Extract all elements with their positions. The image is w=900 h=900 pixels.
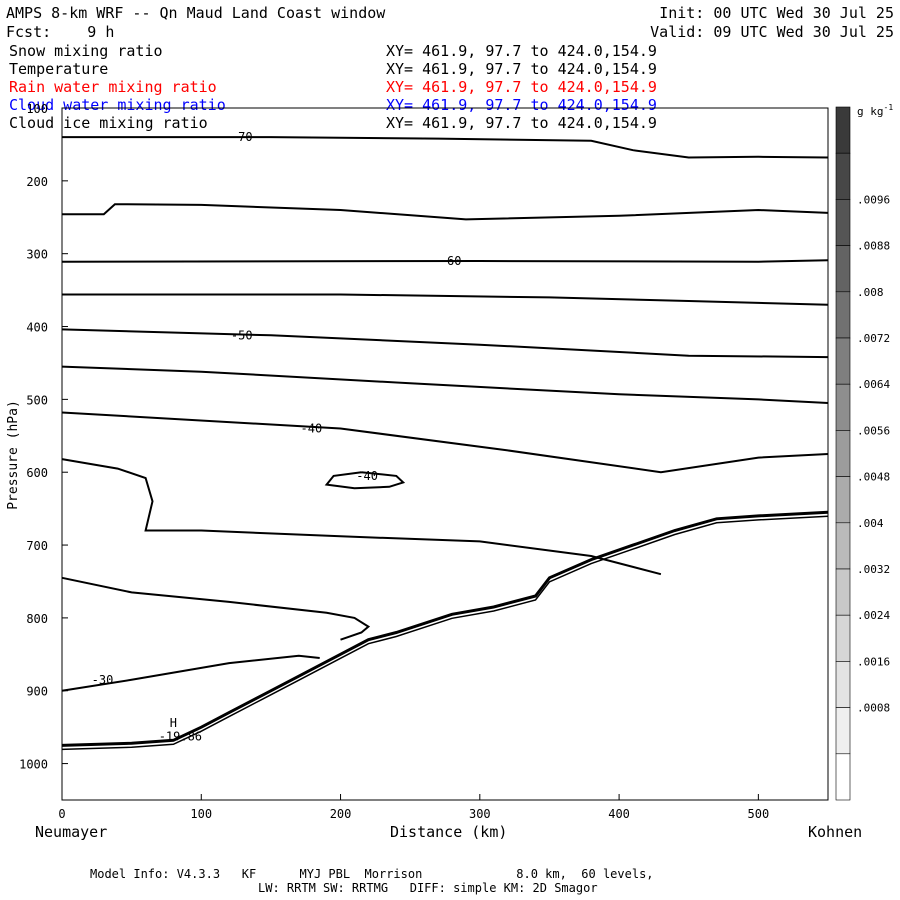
colorbar-tick-label: .008 — [857, 286, 884, 299]
colorbar-swatch — [835, 430, 851, 477]
colorbar-swatch — [835, 753, 851, 801]
isotherm-line — [61, 259, 829, 263]
colorbar-tick-label: .0048 — [857, 471, 890, 484]
colorbar-swatch — [835, 106, 851, 154]
x-tick-label: 400 — [608, 807, 630, 821]
isotherm-line — [61, 576, 371, 641]
colorbar-swatch — [835, 522, 851, 570]
y-tick-label: 900 — [26, 685, 48, 699]
y-tick-label: 700 — [26, 539, 48, 553]
colorbar-tick-label: .0032 — [857, 563, 890, 576]
extremum-annotation: H — [170, 716, 177, 730]
isotherm-line — [62, 136, 829, 159]
field-name: Cloud ice mixing ratio — [9, 114, 208, 132]
colorbar-swatch — [835, 476, 851, 524]
colorbar-swatch — [835, 568, 851, 616]
y-tick-label: 300 — [26, 248, 48, 262]
forecast-hour: Fcst: 9 h — [6, 23, 115, 41]
colorbar-unit: g kg-1 — [857, 103, 893, 118]
colorbar-tick-label: .0024 — [857, 609, 890, 622]
extremum-annotation: -19.86 — [159, 729, 202, 743]
x-tick-label: 200 — [330, 807, 352, 821]
isotherm-label: -30 — [92, 673, 114, 687]
isotherm-label: -60 — [440, 254, 462, 268]
colorbar-swatch — [835, 383, 851, 431]
colorbar-tick-label: .0056 — [857, 424, 890, 437]
y-tick-label: 1000 — [19, 758, 48, 772]
isotherm-line — [61, 328, 829, 359]
chart-title: AMPS 8-km WRF -- Qn Maud Land Coast wind… — [6, 4, 386, 22]
field-xy: XY= 461.9, 97.7 to 424.0,154.9 — [386, 78, 657, 96]
field-xy: XY= 461.9, 97.7 to 424.0,154.9 — [386, 96, 657, 114]
field-name: Snow mixing ratio — [9, 42, 163, 60]
x-tick-label: 0 — [58, 807, 65, 821]
isotherm-line — [61, 654, 320, 692]
colorbar-swatch — [835, 291, 851, 339]
colorbar-swatch — [835, 199, 851, 246]
init-time: Init: 00 UTC Wed 30 Jul 25 — [659, 4, 894, 22]
isotherm-label: -40 — [301, 422, 323, 436]
colorbar-tick-label: .0016 — [857, 655, 890, 668]
terrain-line-lower — [61, 515, 829, 751]
x-tick-label: 300 — [469, 807, 491, 821]
y-tick-label: 600 — [26, 466, 48, 480]
x-left-station: Neumayer — [35, 823, 108, 841]
colorbar-tick-label: .0008 — [857, 702, 890, 715]
colorbar-swatch — [835, 152, 851, 200]
terrain-line — [61, 510, 829, 747]
isotherm-line — [62, 293, 829, 306]
isotherm-line — [61, 411, 829, 474]
colorbar-swatch — [835, 707, 851, 755]
model-info: Model Info: V4.3.3 KF MYJ PBL Morrison 8… — [90, 867, 654, 881]
terrain-surface — [61, 510, 829, 751]
isotherm-label: -50 — [231, 328, 253, 342]
x-right-station: Kohnen — [808, 823, 863, 841]
x-axis-label: Distance (km) — [390, 823, 508, 841]
model-physics: LW: RRTM SW: RRTMG DIFF: simple KM: 2D S… — [258, 881, 598, 895]
valid-time: Valid: 09 UTC Wed 30 Jul 25 — [650, 23, 894, 41]
y-tick-label: 500 — [26, 393, 48, 407]
field-xy: XY= 461.9, 97.7 to 424.0,154.9 — [386, 60, 657, 78]
isotherm-label: -40 — [356, 469, 378, 483]
field-name: Cloud water mixing ratio — [9, 96, 226, 114]
colorbar: .0096 .0088 .008 .0072 .0064 .0056 .0048 .004 .0… — [835, 103, 893, 801]
temperature-contours — [61, 136, 829, 692]
colorbar-swatch — [835, 245, 851, 293]
isotherm-line — [61, 365, 829, 404]
isotherm-line — [61, 458, 662, 576]
colorbar-tick-label: .0072 — [857, 332, 890, 345]
y-axis-label: Pressure (hPa) — [6, 400, 21, 510]
x-tick-label: 500 — [748, 807, 770, 821]
x-tick-label: 100 — [190, 807, 212, 821]
plot-frame — [61, 107, 829, 801]
isotherm-line — [324, 471, 406, 490]
y-tick-label: 200 — [26, 175, 48, 189]
colorbar-swatch — [835, 337, 851, 385]
field-xy: XY= 461.9, 97.7 to 424.0,154.9 — [386, 114, 657, 132]
field-name: Rain water mixing ratio — [9, 78, 217, 96]
y-axis-ticks: 100 200 300 400 500 600 700 800 900 1000 — [19, 102, 68, 772]
contour-labels: -70 -60 -50 -40 -40 -30 H-19.86 — [92, 130, 462, 743]
field-name: Temperature — [9, 60, 109, 78]
colorbar-tick-label: .0064 — [857, 378, 890, 391]
colorbar-swatch — [835, 614, 851, 662]
y-tick-label: 100 — [26, 102, 48, 116]
colorbar-tick-label: .004 — [857, 517, 884, 530]
x-axis-ticks: 0 100 200 300 400 500 — [58, 794, 769, 821]
y-tick-label: 400 — [26, 321, 48, 335]
isotherm-label: -70 — [231, 130, 253, 144]
colorbar-swatch — [835, 661, 851, 708]
field-xy: XY= 461.9, 97.7 to 424.0,154.9 — [386, 42, 657, 60]
colorbar-tick-label: .0088 — [857, 240, 890, 253]
isotherm-line — [62, 203, 829, 221]
y-tick-label: 800 — [26, 612, 48, 626]
colorbar-tick-label: .0096 — [857, 193, 890, 206]
